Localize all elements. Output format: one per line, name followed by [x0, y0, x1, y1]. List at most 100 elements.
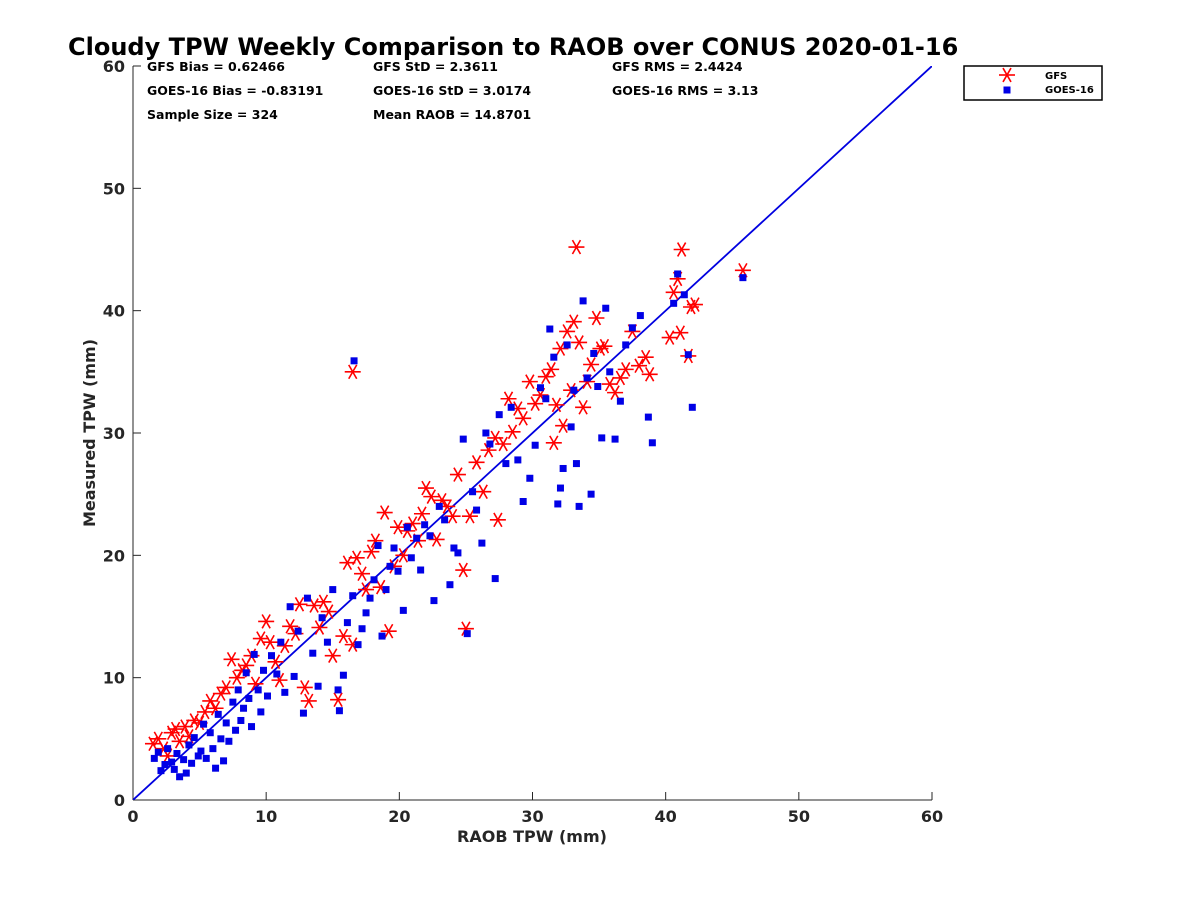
goes16-point: [446, 581, 454, 589]
goes16-point: [263, 692, 271, 700]
gfs-point: [495, 436, 512, 452]
goes16-point: [570, 386, 578, 394]
gfs-point: [300, 693, 317, 709]
gfs-point: [252, 631, 269, 646]
gfs-point: [504, 424, 521, 440]
goes16-point: [546, 325, 554, 333]
goes16-point: [217, 735, 225, 743]
gfs-point: [428, 532, 445, 547]
gfs-point: [413, 506, 430, 522]
gfs-point: [617, 362, 634, 377]
goes16-point: [413, 534, 421, 542]
goes16-point: [567, 423, 575, 431]
goes16-point: [382, 586, 390, 594]
gfs-point: [673, 242, 690, 257]
goes16-point: [459, 435, 467, 443]
goes16-point: [602, 304, 610, 312]
goes16-point: [334, 686, 342, 694]
axis-ticks: 0 10 20 30 40 50 60 0 10 20 30 40 50 60: [103, 57, 943, 826]
legend-marker-gfs: [999, 67, 1015, 83]
gfs-point: [167, 721, 184, 737]
goes16-point: [176, 773, 184, 781]
data-points: [144, 239, 751, 781]
goes16-point: [739, 274, 747, 282]
x-tick-label: 10: [255, 807, 277, 826]
goes16-point: [212, 764, 220, 772]
gfs-point: [583, 357, 600, 372]
gfs-point: [390, 519, 407, 535]
goes16-point: [407, 554, 415, 562]
goes16-point: [209, 745, 217, 753]
gfs-point: [500, 391, 517, 407]
gfs-point: [607, 385, 624, 400]
goes16-point: [248, 723, 256, 731]
goes16-point: [454, 549, 462, 557]
goes16-point: [531, 441, 539, 449]
gfs-point: [475, 484, 492, 500]
goes16-point: [161, 761, 169, 769]
gfs-point: [672, 325, 689, 341]
legend-square-icon: [1003, 86, 1011, 94]
goes16-point: [180, 756, 188, 764]
gfs-point: [559, 324, 576, 339]
goes16-point: [358, 625, 366, 633]
legend-box: [963, 65, 1103, 101]
gfs-point: [282, 618, 299, 634]
gfs-point: [575, 399, 592, 415]
x-tick-label: 50: [788, 807, 810, 826]
gfs-point: [444, 508, 461, 524]
one-to-one-line: [133, 66, 932, 800]
goes16-point: [245, 694, 253, 702]
gfs-point: [537, 369, 554, 385]
goes16-point: [399, 606, 407, 614]
x-axis-label: RAOB TPW (mm): [457, 827, 607, 846]
y-tick-label: 20: [103, 546, 125, 565]
goes16-point: [318, 614, 326, 622]
goes16-point: [188, 759, 196, 767]
goes16-point: [173, 750, 181, 758]
gfs-point: [380, 623, 397, 639]
goes16-point: [514, 456, 522, 464]
goes16-point: [257, 708, 265, 716]
goes16-point: [362, 609, 370, 617]
y-tick-label: 10: [103, 669, 125, 688]
stat-gfs-bias: GFS Bias = 0.62466: [147, 59, 285, 74]
gfs-point: [455, 562, 472, 578]
goes16-point: [495, 411, 503, 419]
goes16-point: [579, 297, 587, 305]
goes16-point: [622, 341, 630, 349]
goes16-point: [421, 521, 429, 529]
series-gfs: [144, 239, 751, 764]
goes16-point: [441, 516, 449, 524]
stat-gfs-rms: GFS RMS = 2.4424: [612, 59, 743, 74]
goes16-point: [587, 490, 595, 498]
gfs-point: [262, 634, 279, 650]
goes16-point: [684, 351, 692, 359]
goes16-point: [378, 632, 386, 640]
goes16-point: [426, 532, 434, 540]
goes16-point: [590, 349, 598, 357]
goes16-point: [648, 439, 656, 447]
gfs-point: [449, 467, 466, 482]
goes16-point: [250, 650, 258, 658]
gfs-point: [545, 435, 562, 451]
gfs-point: [358, 582, 375, 597]
gfs-point: [521, 374, 538, 389]
goes16-point: [329, 586, 337, 594]
goes16-point: [559, 464, 567, 472]
goes16-point: [390, 544, 398, 552]
goes16-point: [519, 498, 527, 506]
goes16-point: [277, 638, 285, 646]
gfs-point: [320, 604, 337, 619]
gfs-point: [571, 335, 588, 350]
goes16-point: [598, 434, 606, 442]
goes16-point: [394, 567, 402, 575]
goes16-point: [242, 669, 250, 677]
y-tick-label: 50: [103, 179, 125, 198]
goes16-point: [154, 748, 162, 756]
goes16-point: [220, 757, 228, 765]
gfs-point: [363, 544, 380, 559]
goes16-point: [688, 403, 696, 411]
goes16-point: [542, 395, 550, 403]
goes16-point: [563, 341, 571, 349]
